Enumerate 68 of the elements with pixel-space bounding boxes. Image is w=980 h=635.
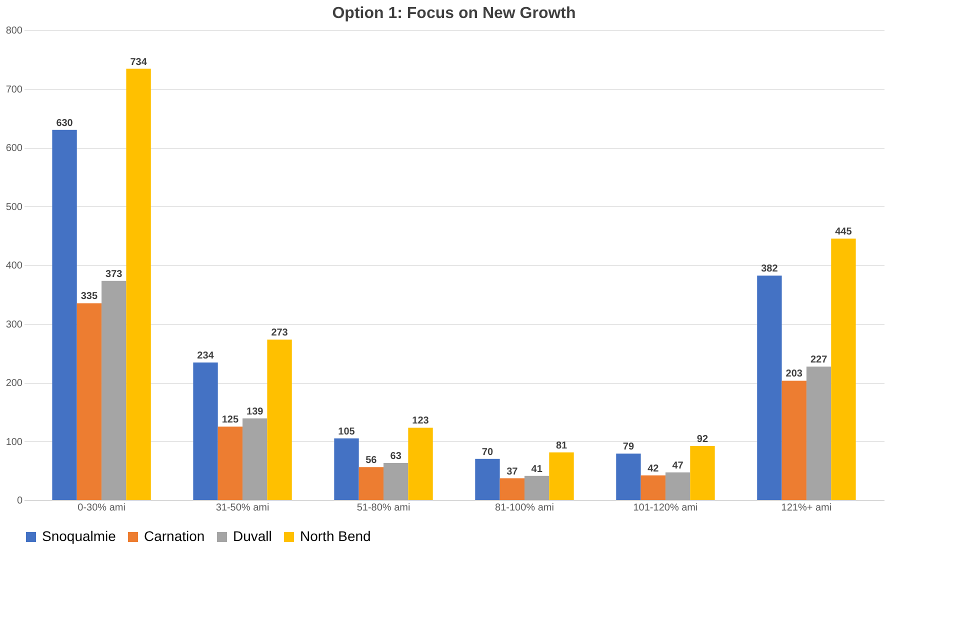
bar [640,475,666,500]
bar [384,462,408,500]
bar [76,303,102,500]
bar [52,130,77,500]
data-label: 81 [556,440,568,452]
legend-label: Snoqualmie [42,528,116,544]
data-label: 373 [106,268,123,280]
data-label: 41 [531,464,543,475]
x-tick-label: 81-100% ami [495,502,554,514]
bar [831,238,856,500]
data-label: 37 [506,466,518,478]
legend-label: Duvall [233,528,272,544]
data-label: 734 [130,56,148,68]
bar [500,478,524,500]
data-label: 273 [271,328,288,339]
bar [806,366,832,500]
data-label: 125 [222,414,239,426]
data-label: 335 [80,291,98,302]
bar [524,476,550,500]
data-label: 70 [482,446,494,458]
bar [665,472,690,500]
x-tick-label: 31-50% ami [216,502,270,514]
x-tick-label: 51-80% ami [356,502,410,514]
x-tick-label: 101-120% ami [633,502,698,514]
bar [102,280,126,500]
y-tick-label: 100 [6,436,23,448]
bar [408,428,433,500]
data-label: 63 [390,450,402,462]
chart-title: Option 1: Focus on New Growth [332,5,576,22]
data-label: 42 [648,463,660,474]
bar [475,458,500,500]
y-tick-label: 500 [6,202,23,213]
bar [126,68,151,500]
bar [757,276,782,500]
bar [334,438,359,500]
y-tick-label: 600 [6,143,23,154]
bar [782,380,806,500]
data-label: 92 [696,434,708,445]
data-label: 203 [786,368,803,380]
bar [242,418,268,500]
bar [358,467,384,500]
bar [193,362,218,500]
data-label: 382 [761,264,778,275]
data-label: 234 [197,350,214,362]
data-label: 139 [246,406,264,418]
legend-label: North Bend [300,528,371,544]
x-tick-label: 121%+ ami [781,502,832,514]
data-label: 105 [338,426,356,438]
bar [549,452,574,500]
y-tick-label: 700 [6,84,23,96]
y-tick-label: 300 [6,319,23,330]
y-tick-label: 0 [16,496,23,506]
data-label: 445 [835,226,852,238]
data-label: 123 [412,416,430,427]
data-label: 630 [56,118,74,129]
bar [690,446,715,500]
bar [616,454,641,500]
data-label: 79 [622,442,634,453]
bar [218,426,243,500]
y-tick-label: 800 [6,26,23,36]
bar [267,340,292,500]
data-label: 227 [810,354,828,366]
data-label: 47 [672,460,684,472]
y-tick-label: 400 [6,260,23,272]
y-tick-label: 200 [6,378,23,389]
legend-label: Carnation [144,528,205,544]
x-tick-label: 0-30% ami [78,502,126,514]
data-label: 56 [366,455,378,466]
